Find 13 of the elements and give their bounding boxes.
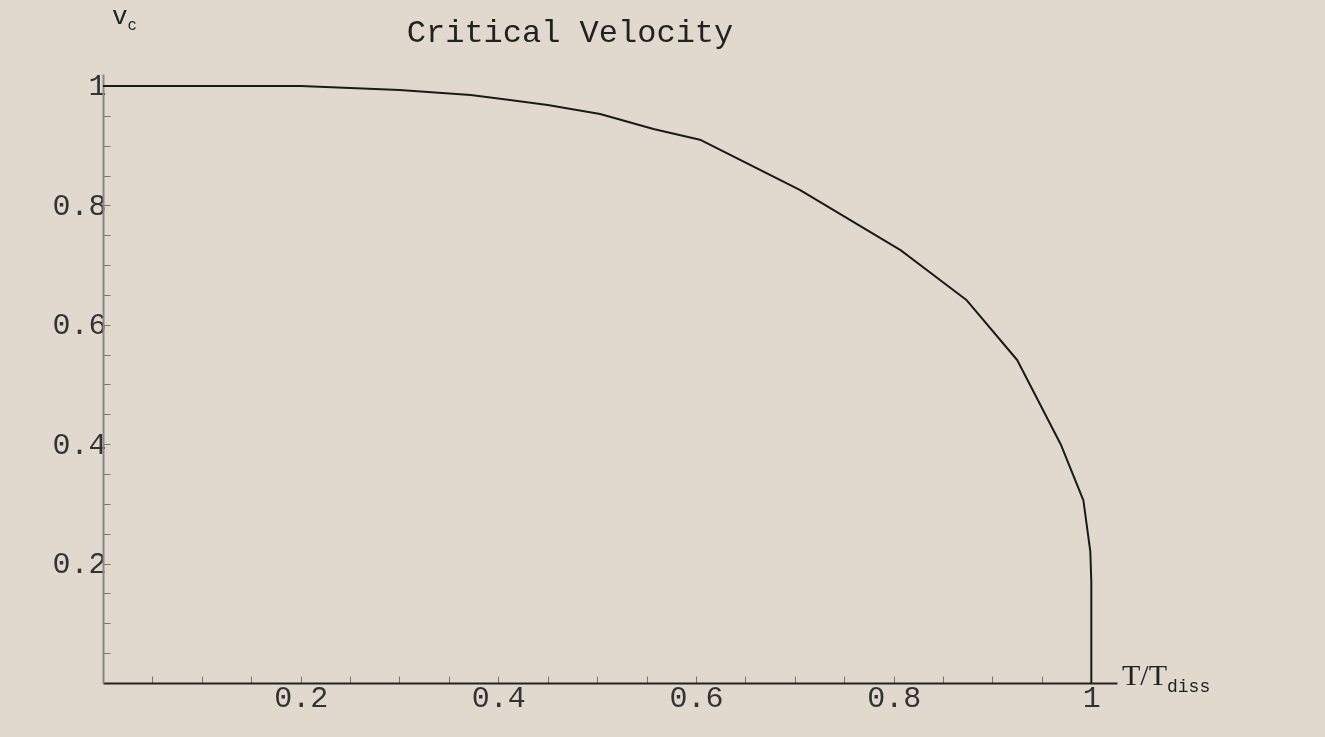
x-tick-label: 0.6 [669, 681, 724, 716]
x-tick-label: 0.2 [274, 681, 329, 716]
x-tick-label: 0.4 [471, 681, 526, 716]
y-axis-title: v$_{c}$ [112, 2, 137, 36]
y-tick-label: 0.8 [52, 189, 107, 224]
y-tick-label: 1 [88, 70, 107, 105]
y-tick-label: 0.4 [52, 428, 107, 463]
x-axis-title: T/T$_{diss}$ [1122, 658, 1211, 697]
y-tick-label: 0.6 [52, 309, 107, 344]
y-tick-label: 0.2 [52, 548, 107, 583]
chart-title: Critical Velocity [406, 14, 734, 52]
x-tick-label: 0.8 [867, 681, 922, 716]
x-tick-label: 1 [1082, 681, 1101, 716]
